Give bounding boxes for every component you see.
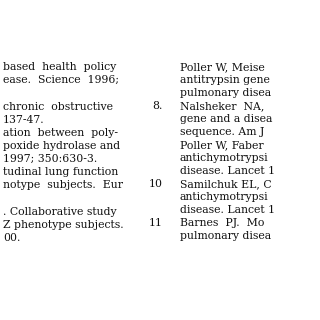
Text: antichymotrypsi: antichymotrypsi	[180, 153, 268, 163]
Text: sequence. Am J: sequence. Am J	[180, 127, 264, 137]
Text: notype  subjects.  Eur: notype subjects. Eur	[3, 180, 123, 190]
Text: 11: 11	[149, 218, 163, 228]
Text: 1997; 350:630-3.: 1997; 350:630-3.	[3, 154, 97, 164]
Text: 10: 10	[149, 179, 163, 189]
Text: pulmonary disea: pulmonary disea	[180, 231, 271, 241]
Text: Poller W, Faber: Poller W, Faber	[180, 140, 264, 150]
Text: Samilchuk EL, C: Samilchuk EL, C	[180, 179, 272, 189]
Text: Barnes  PJ.  Mo: Barnes PJ. Mo	[180, 218, 264, 228]
Text: 8.: 8.	[153, 101, 163, 111]
Text: disease. Lancet 1: disease. Lancet 1	[180, 205, 275, 215]
Text: pulmonary disea: pulmonary disea	[180, 88, 271, 98]
Text: disease. Lancet 1: disease. Lancet 1	[180, 166, 275, 176]
Text: chronic  obstructive: chronic obstructive	[3, 102, 113, 112]
Text: Poller W, Meise: Poller W, Meise	[180, 62, 265, 72]
Text: Nalsheker  NA,: Nalsheker NA,	[180, 101, 264, 111]
Text: ation  between  poly-: ation between poly-	[3, 128, 118, 138]
Text: antichymotrypsi: antichymotrypsi	[180, 192, 268, 202]
Text: based  health  policy: based health policy	[3, 62, 116, 72]
Text: poxide hydrolase and: poxide hydrolase and	[3, 141, 120, 151]
Text: ease.  Science  1996;: ease. Science 1996;	[3, 75, 119, 85]
Text: tudinal lung function: tudinal lung function	[3, 167, 118, 177]
Text: 00.: 00.	[3, 233, 20, 243]
Text: 137-47.: 137-47.	[3, 115, 44, 125]
Text: gene and a disea: gene and a disea	[180, 114, 272, 124]
Text: Z phenotype subjects.: Z phenotype subjects.	[3, 220, 124, 230]
Text: . Collaborative study: . Collaborative study	[3, 207, 116, 217]
Text: antitrypsin gene: antitrypsin gene	[180, 75, 270, 85]
